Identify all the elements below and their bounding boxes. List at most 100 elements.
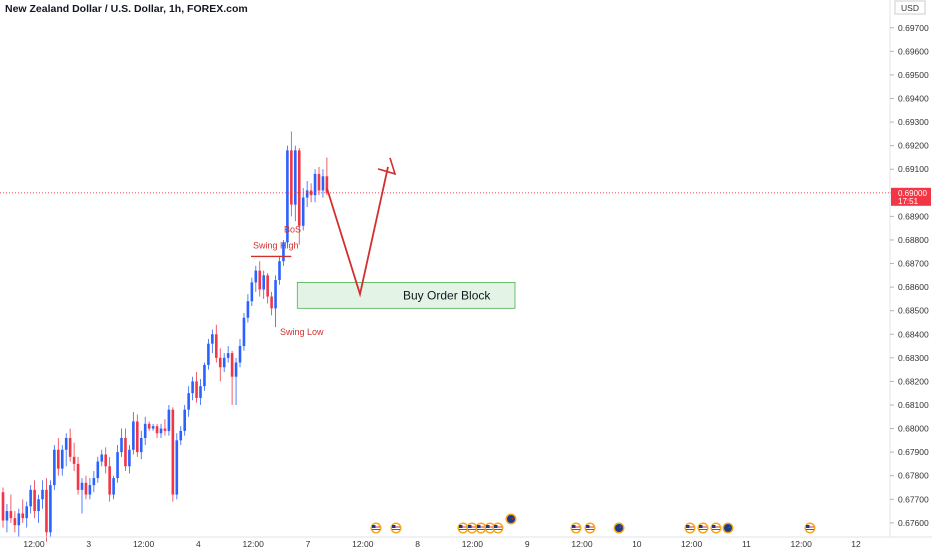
- candle: [159, 423, 163, 438]
- us-flag-icon[interactable]: [570, 522, 582, 534]
- candle: [282, 239, 285, 266]
- nz-flag-icon[interactable]: [722, 522, 734, 534]
- current-price-box: [891, 187, 931, 206]
- us-flag-icon[interactable]: [684, 522, 696, 534]
- candle-body: [136, 421, 139, 453]
- candle: [1, 487, 5, 528]
- flag-canton: [586, 525, 590, 528]
- flag-stripe: [686, 526, 694, 528]
- nz-flag-icon[interactable]: [613, 522, 625, 534]
- candle-body: [60, 449, 64, 469]
- currency-box[interactable]: [894, 0, 926, 15]
- candle-body: [92, 478, 96, 486]
- candle: [29, 485, 32, 514]
- flag-stripe: [806, 526, 814, 528]
- flag-canton: [468, 525, 472, 528]
- candle: [143, 416, 147, 446]
- flag-canton: [392, 525, 396, 528]
- us-flag-icon[interactable]: [584, 522, 596, 534]
- candle-body: [238, 346, 242, 363]
- candle-body: [222, 357, 226, 368]
- time-axis[interactable]: 12:00 3 12:00 4 12:00 7 12:00 8 12:00 9 12:00 10 12:…: [0, 536, 932, 549]
- swing-low-label: Swing Low: [280, 327, 324, 337]
- flag-stripe: [699, 529, 707, 530]
- candle: [25, 501, 28, 528]
- candle: [317, 166, 321, 196]
- candle-body: [171, 409, 175, 495]
- candle: [139, 430, 143, 460]
- candle: [57, 437, 60, 476]
- candle: [309, 183, 313, 203]
- x-tick-label: 11: [742, 539, 751, 549]
- flag-canton: [572, 525, 576, 528]
- candle: [297, 148, 301, 245]
- flag-canton: [486, 525, 490, 528]
- us-flag-icon[interactable]: [457, 522, 469, 534]
- candle-body: [195, 381, 198, 398]
- candle-body: [41, 489, 44, 500]
- us-flag-icon[interactable]: [697, 522, 709, 534]
- swing-high-label: Swing High: [253, 240, 299, 250]
- us-flag-icon[interactable]: [710, 522, 722, 534]
- flag-star: [511, 517, 514, 520]
- flag-stripe: [572, 529, 580, 530]
- candle-body: [112, 478, 115, 495]
- candle: [246, 294, 250, 323]
- us-flag-icon[interactable]: [492, 522, 504, 534]
- flag-canton: [686, 525, 690, 528]
- candle-body: [230, 353, 234, 377]
- candle-body: [96, 461, 100, 479]
- us-flag-icon[interactable]: [370, 522, 382, 534]
- y-tick-label: 0.68000: [898, 424, 929, 434]
- candle-body: [9, 511, 13, 519]
- x-tick-label: 12:00: [133, 539, 155, 549]
- candle: [68, 428, 72, 462]
- candle-body: [68, 437, 72, 457]
- x-tick-label: 9: [525, 539, 530, 549]
- flag-stripe: [392, 526, 400, 528]
- candle: [305, 181, 309, 207]
- candle: [41, 480, 44, 509]
- x-tick-label: 7: [306, 539, 311, 549]
- y-tick-label: 0.68700: [898, 259, 929, 269]
- candle: [64, 433, 68, 467]
- candle-body: [100, 454, 104, 462]
- candle-body: [262, 275, 265, 290]
- candle-body: [5, 511, 9, 521]
- candle-body: [313, 173, 317, 196]
- candle: [112, 475, 115, 500]
- candle-body: [309, 190, 313, 196]
- candle: [313, 169, 317, 203]
- candle-body: [258, 270, 262, 290]
- flag-stripe: [459, 526, 467, 528]
- price-axis[interactable]: 0.69700 0.69600 0.69500 0.69400 0.69300 0.692…: [889, 0, 929, 537]
- us-flag-icon[interactable]: [475, 522, 487, 534]
- candle-body: [183, 409, 186, 431]
- us-flag-icon[interactable]: [466, 522, 478, 534]
- candle: [88, 478, 92, 500]
- candle: [163, 419, 167, 436]
- candle-body: [199, 386, 202, 398]
- flag-canton: [494, 525, 498, 528]
- candle: [132, 412, 135, 455]
- candle-body: [21, 513, 25, 519]
- candle: [45, 478, 48, 542]
- flag-stripe: [806, 529, 814, 530]
- flag-stripe: [486, 529, 494, 530]
- candle: [286, 145, 289, 245]
- candle: [108, 456, 111, 502]
- candle-body: [250, 282, 254, 302]
- us-flag-icon[interactable]: [484, 522, 496, 534]
- us-flag-icon[interactable]: [390, 522, 402, 534]
- current-price-marker: 0.69000 17:51: [0, 187, 931, 206]
- candle-body: [128, 449, 131, 467]
- candle: [294, 145, 297, 222]
- flag-canton: [477, 525, 481, 528]
- flag-stripe: [477, 529, 485, 530]
- us-flag-icon[interactable]: [804, 522, 816, 534]
- candle-body: [321, 176, 325, 191]
- nz-flag-icon[interactable]: [505, 513, 517, 525]
- candle: [191, 376, 194, 401]
- y-tick-label: 0.67900: [898, 447, 929, 457]
